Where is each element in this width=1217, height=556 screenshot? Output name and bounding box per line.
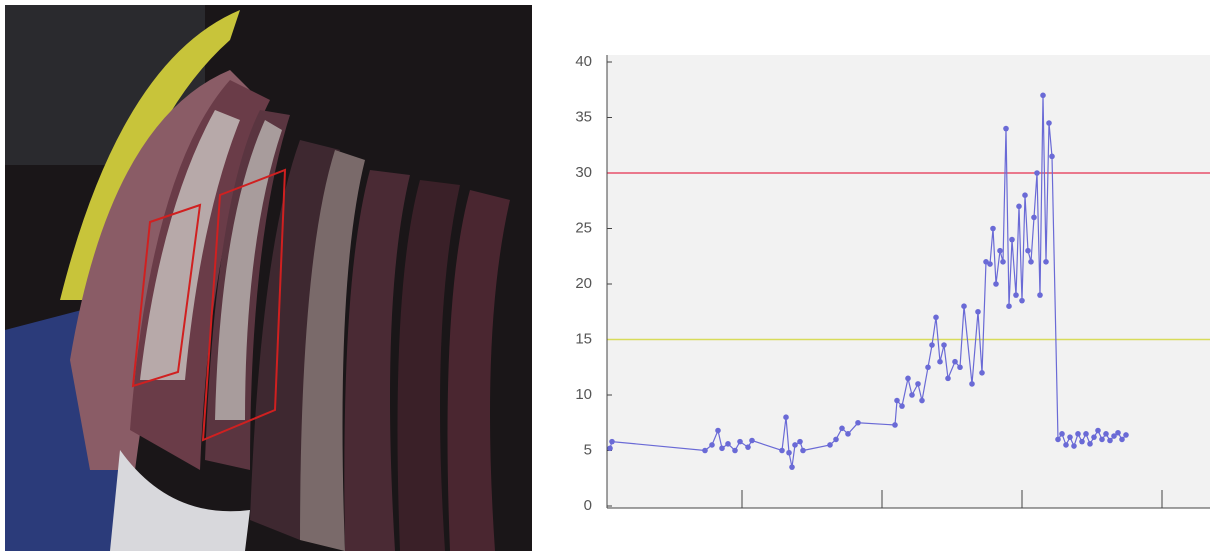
data-point (719, 445, 725, 451)
data-point (609, 439, 615, 445)
data-point (1025, 248, 1031, 254)
data-point (732, 448, 738, 454)
data-point (1107, 438, 1113, 444)
data-point (783, 414, 789, 420)
data-point (1071, 443, 1077, 449)
data-point (792, 442, 798, 448)
data-point (990, 226, 996, 232)
data-point (1099, 437, 1105, 443)
data-point (1040, 93, 1046, 99)
data-point (1079, 439, 1085, 445)
data-point (905, 376, 911, 382)
data-point (1063, 442, 1069, 448)
data-point (1009, 237, 1015, 243)
data-point (979, 370, 985, 376)
page: {"chart_data": {"type": "line", "x": [3,… (0, 0, 1217, 556)
data-point (1119, 437, 1125, 443)
data-point (839, 426, 845, 432)
data-point (937, 359, 943, 365)
data-point (894, 398, 900, 404)
data-point (1013, 292, 1019, 298)
data-point (1028, 259, 1034, 265)
data-point (779, 448, 785, 454)
data-point (1046, 120, 1052, 126)
data-point (1019, 298, 1025, 304)
data-point (997, 248, 1003, 254)
data-point (1087, 441, 1093, 447)
data-point (1123, 432, 1129, 438)
data-point (833, 437, 839, 443)
data-point (702, 448, 708, 454)
data-point (929, 342, 935, 348)
data-point (789, 464, 795, 470)
data-point (1000, 259, 1006, 265)
data-point (1067, 434, 1073, 440)
data-point (845, 431, 851, 437)
data-point (941, 342, 947, 348)
data-point (919, 398, 925, 404)
data-point (1034, 170, 1040, 176)
data-point (1075, 431, 1081, 437)
data-point (607, 445, 613, 451)
data-point (1022, 192, 1028, 198)
y-tick-label: 30 (575, 164, 592, 181)
data-point (1006, 303, 1012, 309)
data-point (1016, 204, 1022, 210)
data-point (975, 309, 981, 315)
y-tick-label: 25 (575, 219, 592, 236)
y-tick-label: 0 (584, 497, 592, 514)
data-point (709, 442, 715, 448)
data-point (1055, 437, 1061, 443)
data-point (915, 381, 921, 387)
y-tick-label: 15 (575, 330, 592, 347)
data-point (1049, 154, 1055, 160)
data-point (961, 303, 967, 309)
data-point (855, 420, 861, 426)
data-point (993, 281, 999, 287)
y-tick-label: 35 (575, 108, 592, 125)
y-tick-label: 20 (575, 275, 592, 292)
data-point (745, 444, 751, 450)
data-point (969, 381, 975, 387)
data-point (1083, 431, 1089, 437)
data-point (1031, 215, 1037, 221)
data-point (1115, 430, 1121, 436)
data-point (749, 438, 755, 444)
data-point (1091, 434, 1097, 440)
data-point (715, 428, 721, 434)
y-tick-label: 5 (584, 441, 592, 458)
data-point (892, 422, 898, 428)
data-point (786, 450, 792, 456)
data-point (1037, 292, 1043, 298)
data-point (957, 364, 963, 370)
data-point (1059, 431, 1065, 437)
gear-photo (5, 5, 532, 551)
data-point (737, 439, 743, 445)
data-point (945, 376, 951, 382)
data-point (909, 392, 915, 398)
data-point (925, 364, 931, 370)
data-point (1103, 431, 1109, 437)
data-point (987, 261, 993, 267)
data-point (725, 441, 731, 447)
data-point (1003, 126, 1009, 132)
figure: 0 5 10 15 20 25 30 35 40 (0, 0, 1217, 556)
data-point (1095, 428, 1101, 434)
data-point (827, 442, 833, 448)
data-point (952, 359, 958, 365)
data-point (933, 315, 939, 321)
data-point (1043, 259, 1049, 265)
y-tick-label: 10 (575, 386, 592, 403)
data-point (800, 448, 806, 454)
y-tick-label: 40 (575, 53, 592, 70)
data-point (899, 403, 905, 409)
data-point (797, 439, 803, 445)
